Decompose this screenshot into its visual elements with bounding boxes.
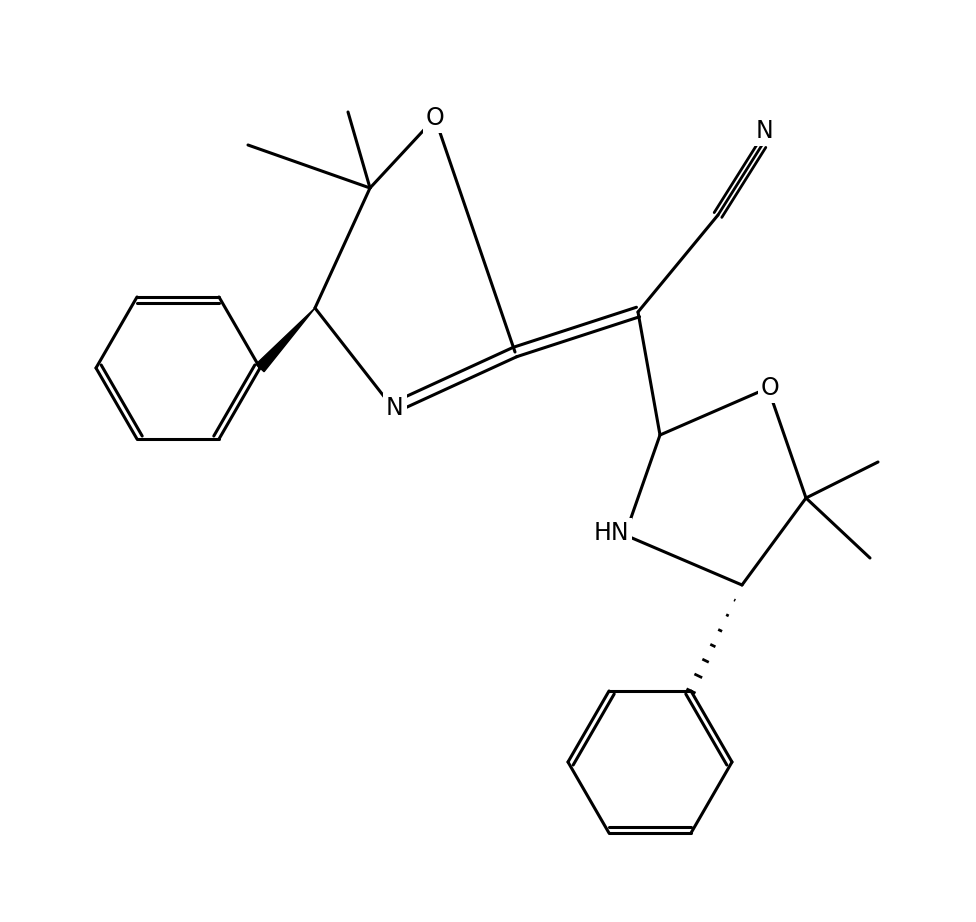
Text: O: O [760, 376, 780, 400]
Text: N: N [386, 396, 404, 420]
Text: O: O [426, 106, 444, 130]
Text: HN: HN [593, 521, 629, 545]
Text: N: N [755, 119, 773, 143]
Polygon shape [256, 308, 315, 372]
